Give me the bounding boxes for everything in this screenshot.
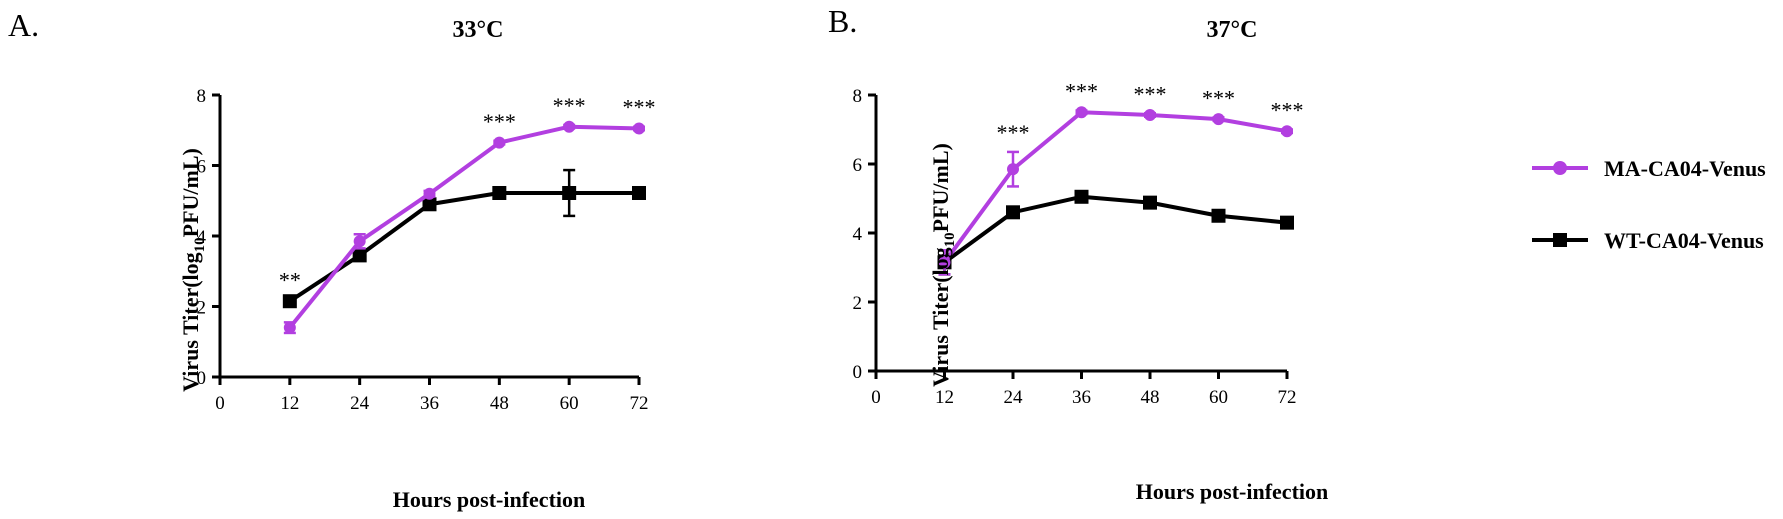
panel-a-point-wt-48: [492, 185, 507, 200]
panel-a-point-ma-60: [563, 120, 576, 133]
panel-a-point-ma-12: [283, 321, 296, 334]
panel-b-ytick-label-2: 2: [853, 293, 863, 314]
legend: MA-CA04-Venus WT-CA04-Venus: [1532, 156, 1766, 253]
panel-b-point-ma-60: [1212, 113, 1225, 126]
panel-b-xlabel: Hours post-infection: [1136, 479, 1329, 504]
panel-a-point-wt-36: [422, 197, 437, 212]
panel-b-point-wt-60: [1211, 208, 1226, 223]
panel-a-xtick-label-60: 60: [560, 393, 579, 414]
panel-a-ytick-label-4: 4: [197, 227, 207, 248]
panel-b-point-wt-48: [1143, 195, 1157, 210]
panel-b-ylabel: Virus Titer(log10PFU/mL): [928, 143, 958, 387]
legend-item-wt: WT-CA04-Venus: [1532, 228, 1764, 253]
legend-marker-wt: [1553, 233, 1567, 247]
panel-b-ylabel-main: Virus Titer(log: [928, 247, 953, 387]
panel-b-xtick-label-0: 0: [871, 387, 881, 408]
panel-a-point-wt-60: [562, 185, 577, 200]
panel-a-significance-72: ***: [623, 95, 656, 120]
panel-a-point-wt-12: [282, 294, 297, 309]
panel-b-series-line-ma: [942, 110, 1288, 264]
panel-b-point-wt-72: [1280, 215, 1294, 230]
panel-a-xtick-label-48: 48: [490, 393, 509, 414]
panel-a-significance-12: **: [279, 267, 301, 292]
panel-a-significance-48: ***: [483, 109, 516, 134]
panel-a-xtick-label-0: 0: [215, 393, 225, 414]
panel-a-ytick-label-6: 6: [197, 157, 207, 178]
panel-b-ytick-label-6: 6: [853, 155, 863, 176]
panel-b-xtick-label-36: 36: [1072, 387, 1091, 408]
panel-a-title: 33°C: [453, 17, 504, 43]
panel-b-point-wt-24: [1006, 205, 1020, 220]
panel-a-xtick-label-36: 36: [420, 393, 439, 414]
panel-a-ylabel-main: Virus Titer(log: [178, 252, 203, 392]
panel-b-significance-60: ***: [1202, 85, 1235, 110]
panel-b-xtick-label-24: 24: [1004, 387, 1024, 408]
panel-a-ylabel: Virus Titer(log10PFU/mL): [178, 148, 208, 392]
panel-b-significance-72: ***: [1271, 98, 1304, 123]
panel-b-significance-36: ***: [1065, 79, 1098, 104]
panel-a-ytick-label-8: 8: [197, 86, 207, 107]
panel-a-letter: A.: [8, 7, 39, 43]
panel-a-significance-60: ***: [553, 93, 586, 118]
panel-a-ytick-label-2: 2: [197, 298, 207, 319]
panel-a-point-wt-72: [632, 185, 646, 200]
panel-b-xtick-label-60: 60: [1209, 387, 1228, 408]
panel-a-point-ma-48: [493, 136, 506, 149]
panel-a-ylabel-subscript: 10: [192, 237, 208, 252]
panel-b-ylabel-subscript: 10: [942, 232, 958, 247]
panel-a-point-ma-36: [423, 187, 436, 200]
panel-b-xtick-label-48: 48: [1141, 387, 1160, 408]
panel-b-point-ma-48: [1144, 109, 1156, 122]
panel-b-significance-48: ***: [1134, 81, 1167, 106]
panel-a-series-line-wt: [288, 190, 639, 303]
panel-b-letter: B.: [828, 3, 857, 39]
panel-a-xtick-label-72: 72: [630, 393, 649, 414]
panel-a-ylabel-unit: PFU/mL): [178, 148, 203, 237]
panel-b-ylabel-unit: PFU/mL): [928, 143, 953, 232]
panel-a-series-line-ma: [288, 124, 640, 329]
panel-b-xtick-label-72: 72: [1278, 387, 1297, 408]
panel-a-point-ma-72: [633, 122, 645, 135]
panel-a-ytick-label-0: 0: [197, 368, 207, 389]
panel-a-xtick-label-24: 24: [350, 393, 370, 414]
panel-a-xtick-label-12: 12: [280, 393, 299, 414]
legend-label-wt: WT-CA04-Venus: [1604, 228, 1764, 253]
panel-b-point-wt-36: [1074, 189, 1089, 204]
panel-a-xlabel: Hours post-infection: [393, 487, 586, 512]
panel-b-ytick-label-4: 4: [853, 224, 863, 245]
panel-b-ytick-label-8: 8: [853, 86, 863, 107]
legend-marker-ma: [1553, 161, 1567, 175]
panel-b-title: 37°C: [1207, 17, 1258, 43]
panel-b-point-ma-36: [1075, 106, 1088, 119]
panel-b-point-ma-24: [1007, 163, 1019, 176]
panel-a-point-ma-24: [353, 235, 366, 248]
panel-b-significance-24: ***: [997, 120, 1030, 145]
panel-b-xtick-label-12: 12: [935, 387, 954, 408]
panel-b-series-line-wt: [943, 194, 1288, 264]
legend-item-ma: MA-CA04-Venus: [1532, 156, 1766, 181]
panel-b-ytick-label-0: 0: [853, 362, 863, 383]
panel-b-point-ma-72: [1281, 125, 1293, 138]
panel-a-point-wt-24: [352, 248, 367, 263]
legend-label-ma: MA-CA04-Venus: [1604, 156, 1766, 181]
panel-b-point-ma-12: [938, 256, 951, 269]
